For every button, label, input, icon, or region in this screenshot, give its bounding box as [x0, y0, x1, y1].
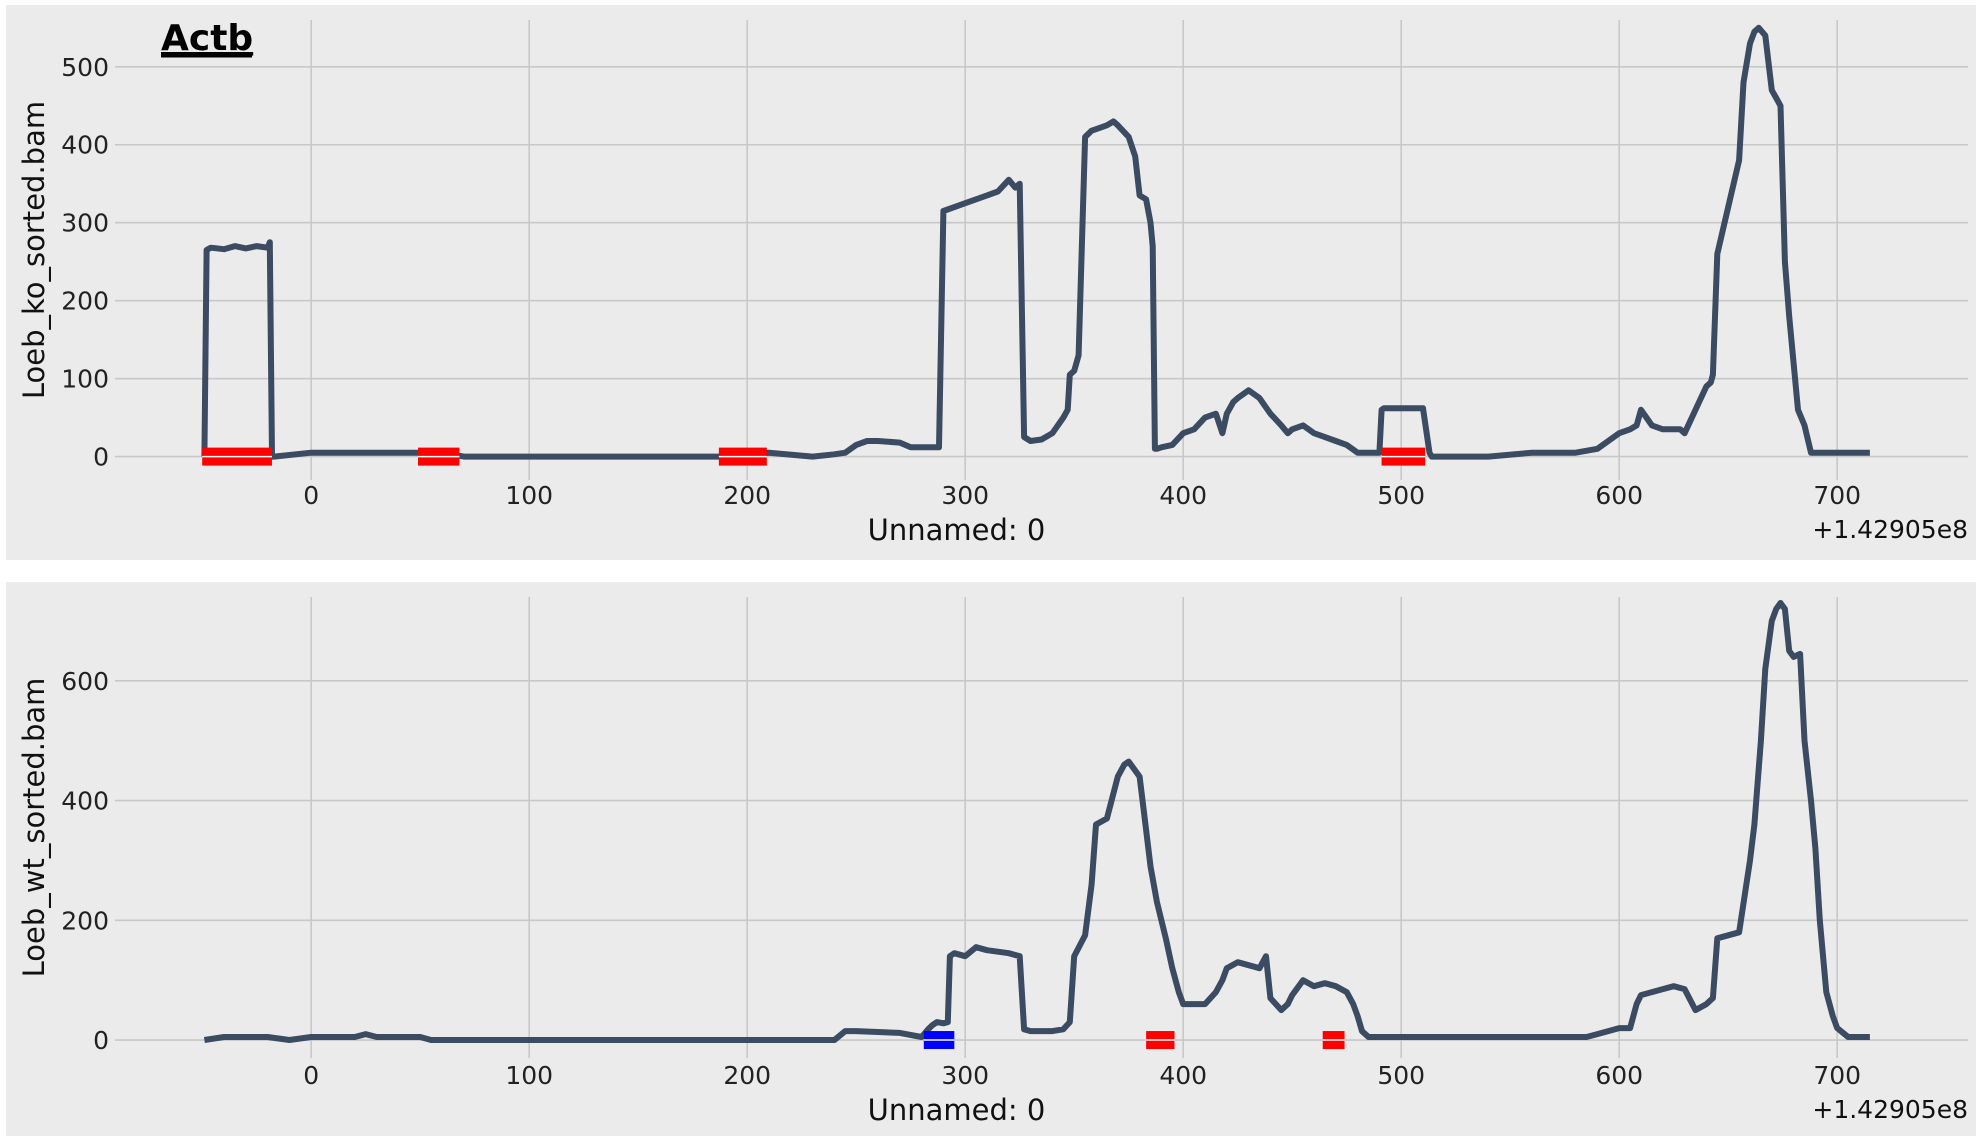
panel-2-background [6, 582, 1976, 1136]
y-tick-label: 0 [93, 1026, 109, 1055]
x-tick-label: 100 [505, 481, 553, 510]
x-tick-label: 100 [505, 1061, 553, 1090]
feature-marker [1322, 1031, 1345, 1050]
feature-marker [1146, 1031, 1175, 1050]
x-axis-label: Unnamed: 0 [868, 513, 1046, 547]
x-tick-label: 500 [1377, 481, 1425, 510]
y-tick-label: 500 [61, 53, 109, 82]
x-tick-label: 700 [1813, 481, 1861, 510]
x-axis-label: Unnamed: 0 [868, 1093, 1046, 1127]
x-tick-label: 0 [303, 1061, 319, 1090]
y-axis-label: Loeb_ko_sorted.bam [17, 101, 51, 399]
feature-marker [923, 1031, 955, 1050]
chart-ko: 0 100 200 300 400 500 600 700 0 100 200 300 400 500 Un… [17, 20, 1968, 547]
y-tick-label: 300 [61, 209, 109, 238]
feature-marker [418, 447, 460, 466]
y-tick-label: 100 [61, 365, 109, 394]
y-tick-label: 400 [61, 131, 109, 160]
x-tick-label: 0 [303, 481, 319, 510]
series-line [203, 600, 1870, 1043]
x-tick-label: 200 [723, 1061, 771, 1090]
feature-marker [1381, 447, 1426, 466]
x-tick-label: 500 [1377, 1061, 1425, 1090]
x-tick-label: 600 [1595, 481, 1643, 510]
x-tick-label: 200 [723, 481, 771, 510]
x-tick-label: 300 [941, 1061, 989, 1090]
y-tick-label: 400 [61, 787, 109, 816]
feature-marker [718, 447, 767, 466]
x-tick-label: 400 [1159, 1061, 1207, 1090]
y-tick-label: 200 [61, 287, 109, 316]
chart-title: Actb [161, 18, 253, 59]
x-tick-label: 600 [1595, 1061, 1643, 1090]
x-tick-label: 700 [1813, 1061, 1861, 1090]
series-line [201, 24, 1870, 460]
x-offset-label: +1.42905e8 [1812, 515, 1968, 544]
x-tick-label: 300 [941, 481, 989, 510]
y-axis-label: Loeb_wt_sorted.bam [17, 678, 51, 978]
x-tick-label: 400 [1159, 481, 1207, 510]
chart-wt: 0 100 200 300 400 500 600 700 0 200 400 600 Unnamed:… [17, 597, 1968, 1127]
x-offset-label: +1.42905e8 [1812, 1095, 1968, 1124]
panel-1-background [6, 5, 1976, 560]
feature-marker [202, 447, 272, 466]
y-tick-label: 200 [61, 906, 109, 935]
y-tick-label: 0 [93, 443, 109, 472]
y-tick-label: 600 [61, 667, 109, 696]
